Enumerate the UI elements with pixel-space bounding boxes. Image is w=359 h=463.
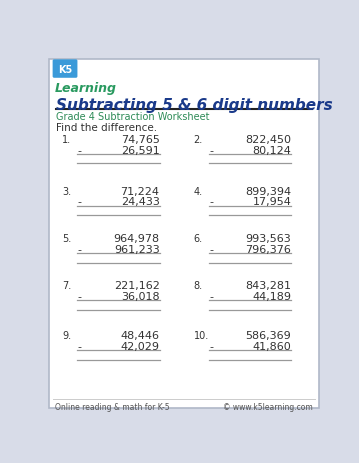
Text: 74,765: 74,765 xyxy=(121,135,159,144)
Text: K5: K5 xyxy=(58,64,72,75)
Text: 822,450: 822,450 xyxy=(245,135,291,144)
Text: -: - xyxy=(78,341,81,351)
Text: -: - xyxy=(209,291,213,301)
Text: -: - xyxy=(209,145,213,156)
Text: 71,224: 71,224 xyxy=(121,186,159,196)
Text: Learning: Learning xyxy=(55,81,117,94)
FancyBboxPatch shape xyxy=(53,60,78,79)
Text: Subtracting 5 & 6 digit numbers: Subtracting 5 & 6 digit numbers xyxy=(56,98,332,113)
Text: Grade 4 Subtraction Worksheet: Grade 4 Subtraction Worksheet xyxy=(56,112,209,122)
Text: 9.: 9. xyxy=(62,331,71,341)
Text: 5.: 5. xyxy=(62,234,71,244)
Text: 48,446: 48,446 xyxy=(121,331,159,341)
Text: Online reading & math for K-5: Online reading & math for K-5 xyxy=(55,402,169,411)
Text: Find the difference.: Find the difference. xyxy=(56,123,157,133)
Text: 3.: 3. xyxy=(62,186,71,196)
Text: 2.: 2. xyxy=(194,135,203,144)
Text: 796,376: 796,376 xyxy=(246,244,291,255)
Text: 17,954: 17,954 xyxy=(252,197,291,207)
Text: 10.: 10. xyxy=(194,331,209,341)
Text: -: - xyxy=(209,244,213,255)
Text: 4.: 4. xyxy=(194,186,203,196)
Text: 993,563: 993,563 xyxy=(246,234,291,244)
Text: 1.: 1. xyxy=(62,135,71,144)
Text: 221,162: 221,162 xyxy=(114,281,159,291)
Text: 964,978: 964,978 xyxy=(113,234,159,244)
Text: -: - xyxy=(78,197,81,207)
Text: 80,124: 80,124 xyxy=(252,145,291,156)
Text: -: - xyxy=(78,291,81,301)
Text: -: - xyxy=(209,341,213,351)
Text: -: - xyxy=(78,145,81,156)
Text: 8.: 8. xyxy=(194,281,203,291)
Text: 843,281: 843,281 xyxy=(245,281,291,291)
Text: 36,018: 36,018 xyxy=(121,291,159,301)
Text: -: - xyxy=(78,244,81,255)
Text: -: - xyxy=(209,197,213,207)
Text: © www.k5learning.com: © www.k5learning.com xyxy=(223,402,313,411)
Text: 42,029: 42,029 xyxy=(121,341,159,351)
Text: 6.: 6. xyxy=(194,234,203,244)
Text: 899,394: 899,394 xyxy=(245,186,291,196)
Text: 41,860: 41,860 xyxy=(253,341,291,351)
Text: 961,233: 961,233 xyxy=(114,244,159,255)
Text: 7.: 7. xyxy=(62,281,71,291)
Text: 44,189: 44,189 xyxy=(252,291,291,301)
Text: 24,433: 24,433 xyxy=(121,197,159,207)
Text: 26,591: 26,591 xyxy=(121,145,159,156)
Text: 586,369: 586,369 xyxy=(246,331,291,341)
